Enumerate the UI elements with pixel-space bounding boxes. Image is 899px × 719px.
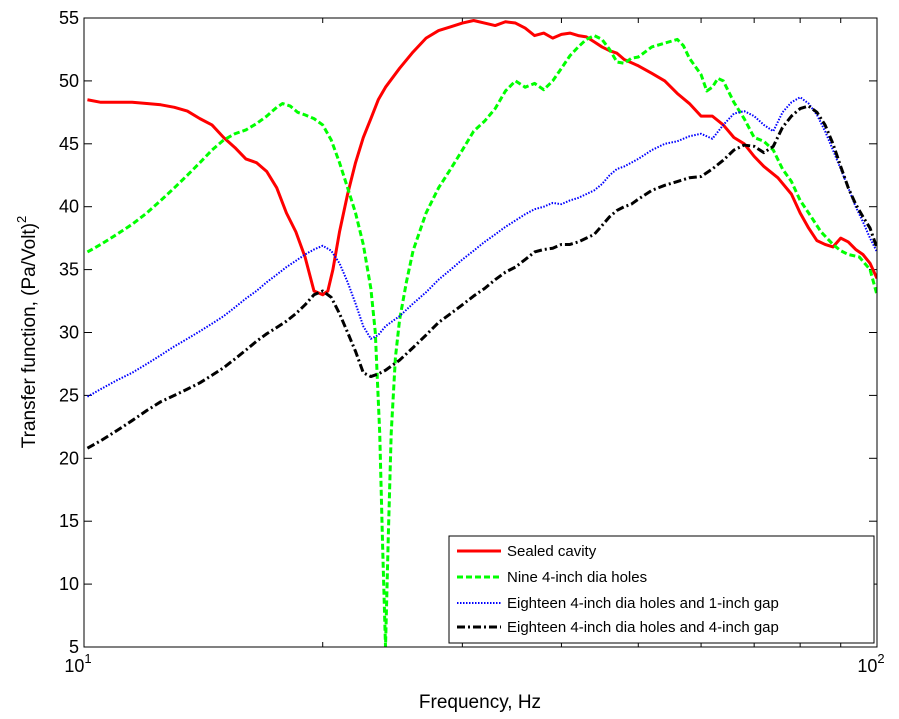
y-tick-label-2: 15 (59, 511, 79, 531)
legend-entry-eighteen-holes-1inch: Eighteen 4-inch dia holes and 1-inch gap (457, 595, 779, 612)
legend: Sealed cavity Nine 4-inch dia holes Eigh… (448, 535, 875, 644)
legend-entry-eighteen-holes-4inch: Eighteen 4-inch dia holes and 4-inch gap (457, 619, 779, 636)
legend-label-eighteen-holes-4inch: Eighteen 4-inch dia holes and 4-inch gap (507, 619, 779, 636)
x-tick-label-base-1: 10 (857, 656, 877, 676)
x-tick-label-1: 102 (857, 651, 884, 676)
series-layer (86, 19, 877, 647)
y-tick-label-9: 50 (59, 71, 79, 91)
plot-frame (83, 17, 878, 648)
y-axis-label-main: Transfer function, (Pa/Volt) (19, 223, 40, 448)
y-axis-label-superscript: 2 (14, 216, 29, 223)
y-tick-label-6: 35 (59, 260, 79, 280)
series-line-1 (86, 34, 877, 647)
legend-label-sealed-cavity: Sealed cavity (507, 543, 597, 560)
legend-label-eighteen-holes-1inch: Eighteen 4-inch dia holes and 1-inch gap (507, 595, 779, 612)
y-tick-label-1: 10 (59, 574, 79, 594)
y-tick-label-10: 55 (59, 8, 79, 28)
series-line-0 (87, 19, 877, 297)
series-line-3 (86, 104, 877, 450)
y-tick-label-0: 5 (69, 637, 79, 657)
x-tick-label-base-0: 10 (64, 656, 84, 676)
legend-box (448, 535, 875, 644)
y-tick-label-5: 30 (59, 323, 79, 343)
legend-entry-sealed-cavity: Sealed cavity (457, 543, 597, 560)
y-tick-label-8: 45 (59, 134, 79, 154)
legend-label-nine-holes: Nine 4-inch dia holes (507, 569, 647, 586)
y-tick-label-4: 25 (59, 385, 79, 405)
x-tick-label-exponent-1: 2 (877, 651, 884, 666)
x-tick-label-exponent-0: 1 (84, 651, 91, 666)
legend-entry-nine-holes: Nine 4-inch dia holes (457, 569, 647, 586)
y-tick-label-3: 20 (59, 448, 79, 468)
x-axis-label: Frequency, Hz (419, 692, 541, 713)
y-tick-label-7: 40 (59, 197, 79, 217)
y-axis-label: Transfer function, (Pa/Volt)2 (14, 216, 40, 449)
series-line-2 (86, 96, 877, 398)
x-tick-label-0: 101 (64, 651, 91, 676)
